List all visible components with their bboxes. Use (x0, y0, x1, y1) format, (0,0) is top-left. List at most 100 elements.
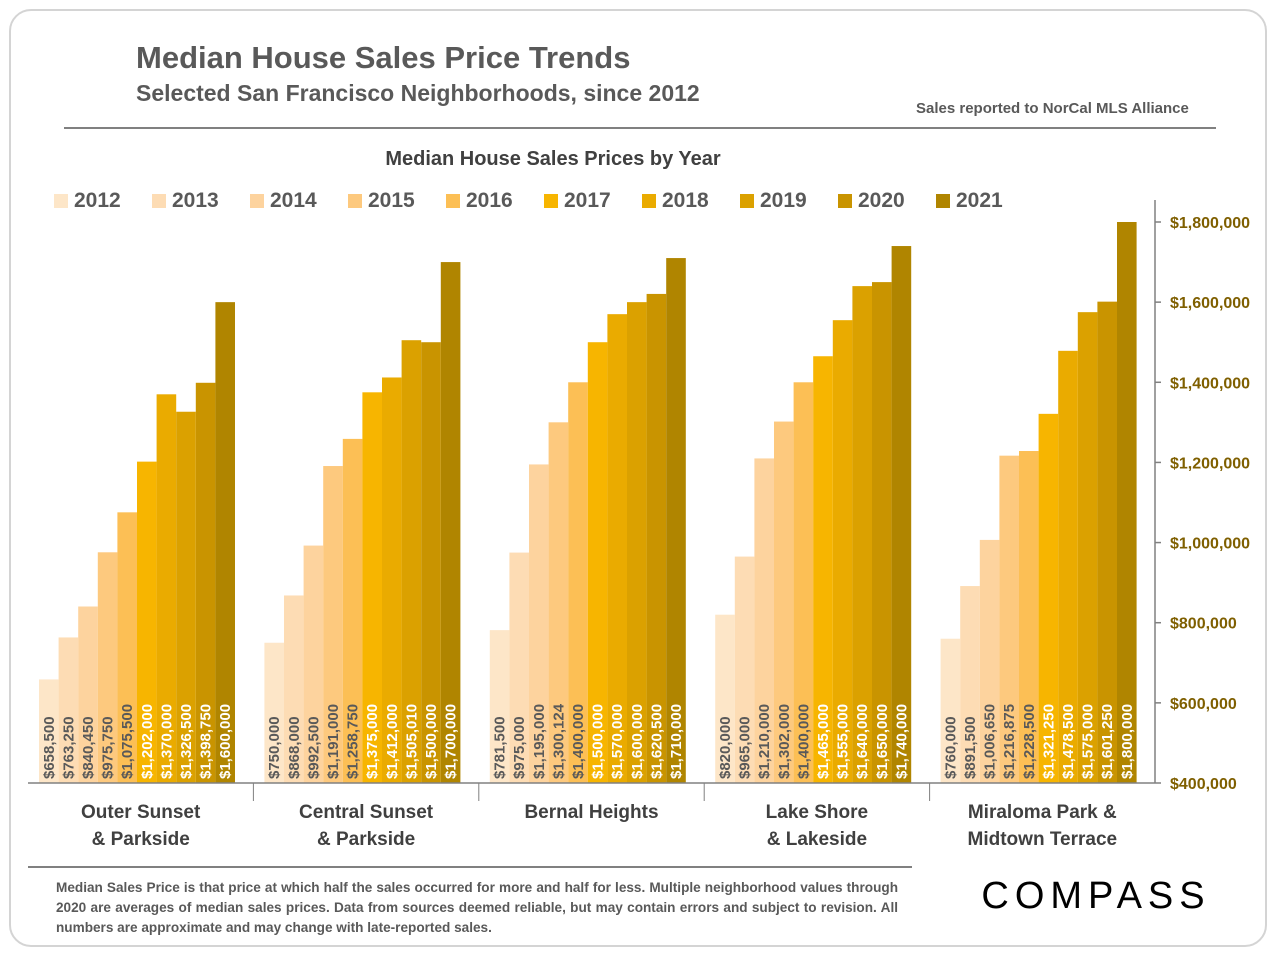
footer-divider (28, 866, 912, 868)
bar-value-label: $1,478,500 (1060, 704, 1077, 779)
legend-item: 2019 (740, 189, 838, 213)
legend-item: 2020 (838, 189, 936, 213)
bar (303, 545, 324, 783)
source-note: Sales reported to NorCal MLS Alliance (916, 100, 1189, 117)
bar-value-label: $1,575,000 (1080, 704, 1097, 779)
bar (78, 606, 98, 783)
bar (568, 382, 588, 783)
bar (156, 394, 177, 783)
legend-item: 2012 (54, 189, 152, 213)
footnote-text: Median Sales Price is that price at whic… (56, 880, 898, 935)
legend-label: 2019 (760, 189, 807, 212)
legend-swatch (152, 194, 166, 208)
bar-value-label: $1,740,000 (893, 704, 910, 779)
category-label: Midtown Terrace (968, 829, 1118, 850)
legend-label: 2020 (858, 189, 905, 212)
bar (852, 286, 872, 783)
bar (832, 320, 853, 783)
bar-value-label: $840,450 (80, 716, 97, 779)
bar-value-label: $1,300,124 (550, 703, 567, 779)
bar (1117, 222, 1137, 783)
page-title: Median House Sales Price Trends (136, 40, 631, 75)
bar (323, 466, 343, 783)
bar-value-label: $781,500 (492, 716, 509, 779)
bar (529, 464, 549, 783)
bar-value-label: $760,000 (942, 716, 959, 779)
category-label: Miraloma Park & (968, 802, 1117, 823)
chart-title: Median House Sales Prices by Year (385, 148, 721, 170)
legend-swatch (642, 194, 656, 208)
legend-item: 2016 (446, 189, 544, 213)
bar (666, 258, 686, 783)
bar-value-label: $1,700,000 (443, 704, 460, 779)
legend-swatch (446, 194, 460, 208)
bar (421, 342, 441, 783)
bar-value-label: $658,500 (41, 716, 58, 779)
bar (58, 637, 79, 783)
bar-value-label: $1,228,500 (1021, 704, 1038, 779)
bar-value-label: $975,750 (100, 716, 117, 779)
bar-value-label: $1,202,000 (139, 704, 156, 779)
legend-label: 2016 (466, 189, 513, 212)
legend-swatch (54, 194, 68, 208)
bar-value-label: $1,710,000 (668, 704, 685, 779)
bar (509, 552, 529, 783)
bar (734, 556, 755, 783)
bar-value-label: $965,000 (737, 716, 754, 779)
bar (1019, 451, 1039, 783)
bar (195, 382, 216, 783)
bar (627, 302, 647, 783)
legend-swatch (348, 194, 362, 208)
bar (342, 438, 363, 783)
bar (793, 382, 814, 783)
bar-value-label: $1,375,000 (364, 704, 381, 779)
legend-item: 2018 (642, 189, 740, 213)
y-tick-label: $1,000,000 (1170, 536, 1250, 553)
bar-value-label: $1,465,000 (815, 704, 832, 779)
header-divider (64, 127, 1216, 129)
legend-label: 2017 (564, 189, 611, 212)
legend-item: 2014 (250, 189, 348, 213)
bar-value-label: $1,620,500 (648, 704, 665, 779)
bar-value-label: $1,191,000 (325, 704, 342, 779)
bar (264, 642, 284, 783)
bar (587, 342, 608, 783)
bar (401, 340, 422, 783)
bar-value-label: $891,500 (962, 716, 979, 779)
bar (1038, 413, 1059, 783)
y-tick-label: $800,000 (1170, 616, 1237, 633)
bar (362, 392, 382, 783)
y-tick-label: $400,000 (1170, 776, 1237, 793)
category-label: & Parkside (317, 829, 415, 850)
legend-label: 2012 (74, 189, 121, 212)
bar (979, 539, 1000, 783)
category-label: Bernal Heights (524, 802, 658, 823)
bar-value-label: $1,321,250 (1040, 704, 1057, 779)
bar-value-label: $975,000 (511, 716, 528, 779)
bar-value-label: $1,601,250 (1099, 704, 1116, 779)
bar (215, 302, 235, 783)
bar-value-label: $1,800,000 (1119, 704, 1136, 779)
bar-value-label: $1,075,500 (119, 704, 136, 779)
bar (891, 246, 912, 784)
bar-value-label: $1,600,000 (629, 704, 646, 779)
legend-item: 2021 (936, 189, 1034, 213)
chart-legend: 2012 2013 2014 2015 2016 2017 2018 2019 2020 2021 (54, 187, 1034, 215)
bar (1058, 350, 1078, 783)
bar-value-label: $1,006,650 (982, 704, 999, 779)
legend-swatch (936, 194, 950, 208)
bar (284, 595, 304, 783)
page-subtitle: Selected San Francisco Neighborhoods, si… (136, 80, 700, 106)
bar-value-label: $750,000 (266, 716, 283, 779)
legend-label: 2015 (368, 189, 415, 212)
bar-value-label: $1,370,000 (158, 704, 175, 779)
bar (872, 282, 892, 783)
bar (607, 314, 627, 783)
bar (117, 512, 137, 783)
compass-logo: COMPASS (981, 875, 1211, 917)
bar-value-label: $1,302,000 (776, 704, 793, 779)
bar-value-label: $992,500 (305, 716, 322, 779)
bar-value-label: $1,210,000 (756, 704, 773, 779)
legend-label: 2013 (172, 189, 219, 212)
bar-value-label: $1,650,000 (874, 704, 891, 779)
